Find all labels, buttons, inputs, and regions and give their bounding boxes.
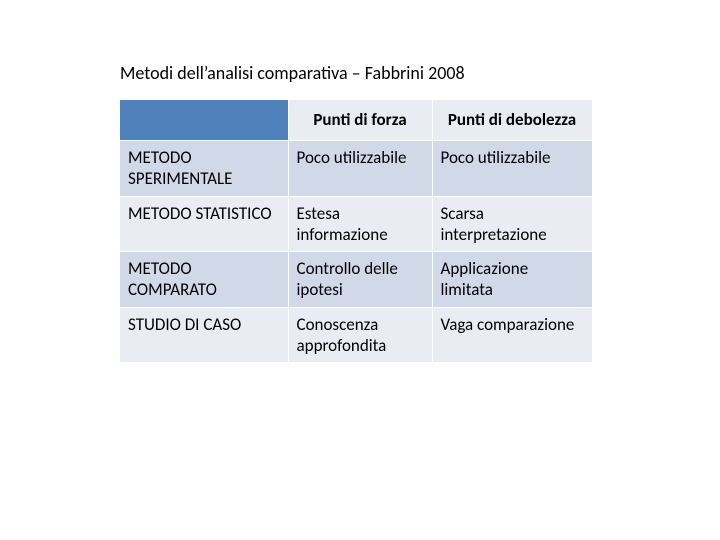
row-label: STUDIO DI CASO (120, 307, 288, 363)
comparison-table: Punti di forza Punti di debolezza METODO… (120, 100, 593, 363)
table-row: METODO SPERIMENTALE Poco utilizzabile Po… (120, 141, 592, 197)
cell-weakness: Poco utilizzabile (432, 141, 592, 197)
table-header-row: Punti di forza Punti di debolezza (120, 100, 592, 141)
table-row: METODO STATISTICO Estesa informazione Sc… (120, 196, 592, 252)
slide: Metodi dell’analisi comparativa – Fabbri… (0, 0, 720, 540)
cell-strength: Conoscenza approfondita (288, 307, 432, 363)
cell-weakness: Scarsa interpretazione (432, 196, 592, 252)
cell-weakness: Applicazione limitata (432, 252, 592, 308)
page-title: Metodi dell’analisi comparativa – Fabbri… (120, 62, 465, 84)
cell-strength: Poco utilizzabile (288, 141, 432, 197)
table-header-strengths: Punti di forza (288, 100, 432, 141)
row-label: METODO STATISTICO (120, 196, 288, 252)
table-row: METODO COMPARATO Controllo delle ipotesi… (120, 252, 592, 308)
row-label: METODO SPERIMENTALE (120, 141, 288, 197)
cell-strength: Estesa informazione (288, 196, 432, 252)
table-header-weaknesses: Punti di debolezza (432, 100, 592, 141)
row-label: METODO COMPARATO (120, 252, 288, 308)
table-header-blank (120, 100, 288, 141)
cell-strength: Controllo delle ipotesi (288, 252, 432, 308)
cell-weakness: Vaga comparazione (432, 307, 592, 363)
table-row: STUDIO DI CASO Conoscenza approfondita V… (120, 307, 592, 363)
